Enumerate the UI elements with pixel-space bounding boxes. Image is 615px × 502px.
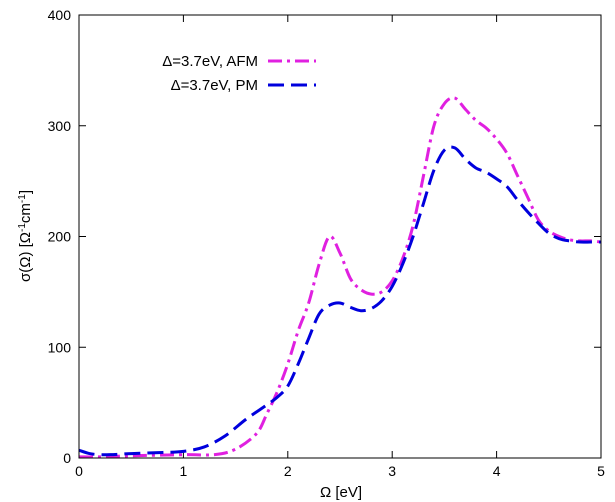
legend: Δ=3.7eV, AFM Δ=3.7eV, PM: [162, 53, 316, 94]
plot-frame: [78, 14, 602, 459]
y-axis-label-sup2: -1: [17, 194, 28, 203]
legend-label-pm: Δ=3.7eV, PM: [171, 77, 258, 94]
y-tick-label: 0: [63, 450, 71, 466]
y-axis-label-mid: cm: [17, 203, 34, 223]
x-tick-label: 0: [75, 463, 83, 479]
x-tick-label: 4: [493, 463, 501, 479]
x-tick-label: 3: [388, 463, 396, 479]
x-axis-label: Ω [eV]: [320, 484, 362, 501]
series-line-afm: [78, 96, 602, 459]
series-lines: [78, 96, 602, 459]
x-tick-label: 2: [284, 463, 292, 479]
y-tick-labels: 0 100 200 300 400: [48, 7, 72, 466]
y-axis-label-sup1: -1: [17, 223, 28, 232]
y-axis-label-main: σ(Ω) [Ω: [17, 232, 34, 282]
tick-marks: [78, 14, 602, 459]
y-tick-label: 400: [48, 7, 72, 23]
legend-label-afm: Δ=3.7eV, AFM: [162, 53, 258, 70]
x-tick-label: 5: [597, 463, 605, 479]
x-tick-label: 1: [180, 463, 188, 479]
y-tick-label: 100: [48, 339, 72, 355]
y-tick-label: 200: [48, 229, 72, 245]
series-line-pm: [78, 145, 601, 457]
y-axis-label: σ(Ω) [Ω-1cm-1]: [17, 190, 35, 282]
x-tick-labels: 0 1 2 3 4 5: [75, 463, 605, 479]
y-tick-label: 300: [48, 118, 72, 134]
y-axis-label-end: ]: [17, 190, 34, 194]
